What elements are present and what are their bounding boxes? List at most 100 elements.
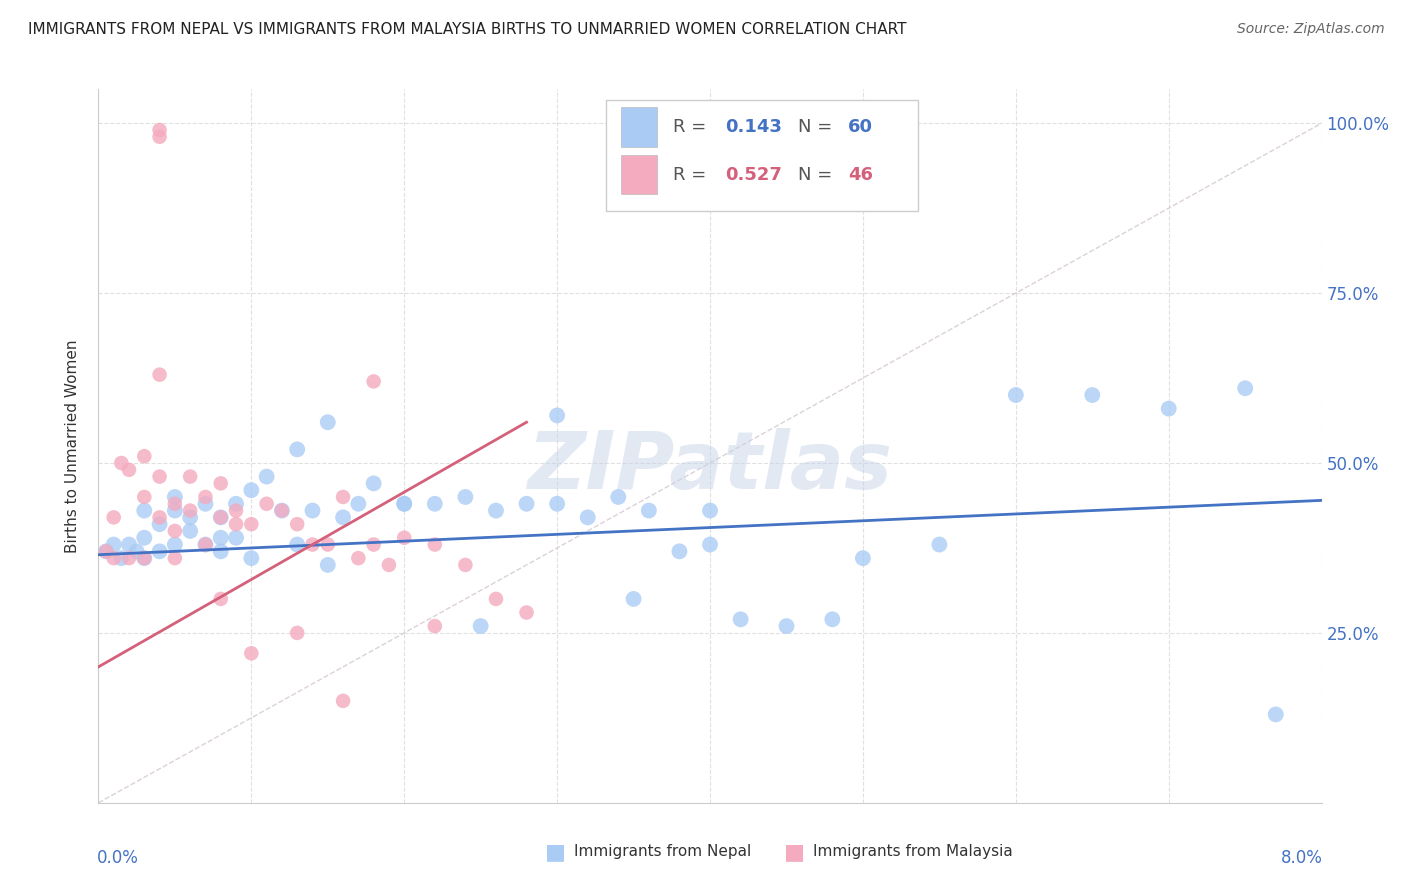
Text: R =: R = (673, 118, 713, 136)
Point (423, 497, 446, 511)
Point (256, 469, 278, 483)
Point (775, 619, 797, 633)
Point (149, 469, 172, 483)
Text: ZIPatlas: ZIPatlas (527, 428, 893, 507)
Point (1264, 707, 1286, 722)
Point (134, 551, 156, 566)
Point (699, 503, 721, 517)
Point (179, 524, 201, 538)
Point (285, 517, 308, 532)
Point (285, 626, 308, 640)
Point (378, 558, 401, 572)
Point (730, 612, 752, 626)
Point (118, 537, 141, 551)
Point (699, 537, 721, 551)
Text: Source: ZipAtlas.com: Source: ZipAtlas.com (1237, 22, 1385, 37)
Point (225, 531, 247, 545)
Point (332, 694, 354, 708)
Point (134, 531, 156, 545)
Point (285, 537, 308, 551)
Point (852, 551, 875, 566)
Point (118, 463, 141, 477)
Point (134, 503, 156, 517)
Point (637, 503, 661, 517)
Point (301, 537, 323, 551)
Point (194, 497, 217, 511)
Point (94, 544, 117, 558)
Point (363, 375, 385, 389)
Point (134, 490, 156, 504)
Point (209, 531, 232, 545)
Point (256, 497, 278, 511)
Point (546, 497, 568, 511)
Point (110, 456, 132, 470)
Point (225, 503, 247, 517)
Point (225, 517, 247, 532)
Point (179, 510, 201, 524)
Point (163, 503, 186, 517)
Text: N =: N = (799, 118, 838, 136)
Point (316, 415, 339, 429)
Point (179, 469, 201, 483)
Text: Immigrants from Nepal: Immigrants from Nepal (574, 845, 751, 859)
FancyBboxPatch shape (620, 155, 658, 194)
FancyBboxPatch shape (606, 100, 918, 211)
Point (163, 524, 186, 538)
Text: R =: R = (673, 166, 713, 184)
Point (332, 490, 354, 504)
Point (316, 537, 339, 551)
Point (332, 510, 354, 524)
Point (163, 497, 186, 511)
Point (1157, 401, 1180, 416)
Text: 0.527: 0.527 (724, 166, 782, 184)
Point (209, 544, 232, 558)
Point (454, 490, 477, 504)
Text: 60: 60 (848, 118, 873, 136)
Point (110, 551, 132, 566)
Point (240, 483, 263, 498)
Point (209, 510, 232, 524)
Point (454, 558, 477, 572)
Point (209, 510, 232, 524)
Point (423, 537, 446, 551)
Point (392, 497, 416, 511)
Text: N =: N = (799, 166, 838, 184)
Point (149, 510, 172, 524)
Point (363, 537, 385, 551)
Text: 0.0%: 0.0% (97, 849, 139, 867)
Point (347, 551, 370, 566)
Point (423, 619, 446, 633)
Text: 0.143: 0.143 (724, 118, 782, 136)
Point (225, 497, 247, 511)
Point (209, 591, 232, 606)
Point (270, 503, 294, 517)
Text: ■: ■ (785, 842, 804, 862)
Point (149, 123, 172, 137)
Point (118, 551, 141, 566)
Point (163, 551, 186, 566)
FancyBboxPatch shape (620, 107, 658, 146)
Point (516, 606, 538, 620)
Text: IMMIGRANTS FROM NEPAL VS IMMIGRANTS FROM MALAYSIA BIRTHS TO UNMARRIED WOMEN CORR: IMMIGRANTS FROM NEPAL VS IMMIGRANTS FROM… (28, 22, 907, 37)
Point (1081, 388, 1104, 402)
Point (516, 497, 538, 511)
Point (163, 490, 186, 504)
Point (347, 497, 370, 511)
Point (821, 612, 844, 626)
Point (485, 591, 508, 606)
Point (149, 129, 172, 144)
Point (392, 497, 416, 511)
Point (103, 551, 125, 566)
Point (194, 537, 217, 551)
Point (163, 537, 186, 551)
Point (194, 490, 217, 504)
Point (240, 517, 263, 532)
Point (623, 591, 645, 606)
Point (546, 409, 568, 423)
Point (928, 537, 950, 551)
Point (1234, 381, 1257, 395)
Point (240, 551, 263, 566)
Point (1004, 388, 1026, 402)
Point (134, 551, 156, 566)
Point (285, 442, 308, 457)
